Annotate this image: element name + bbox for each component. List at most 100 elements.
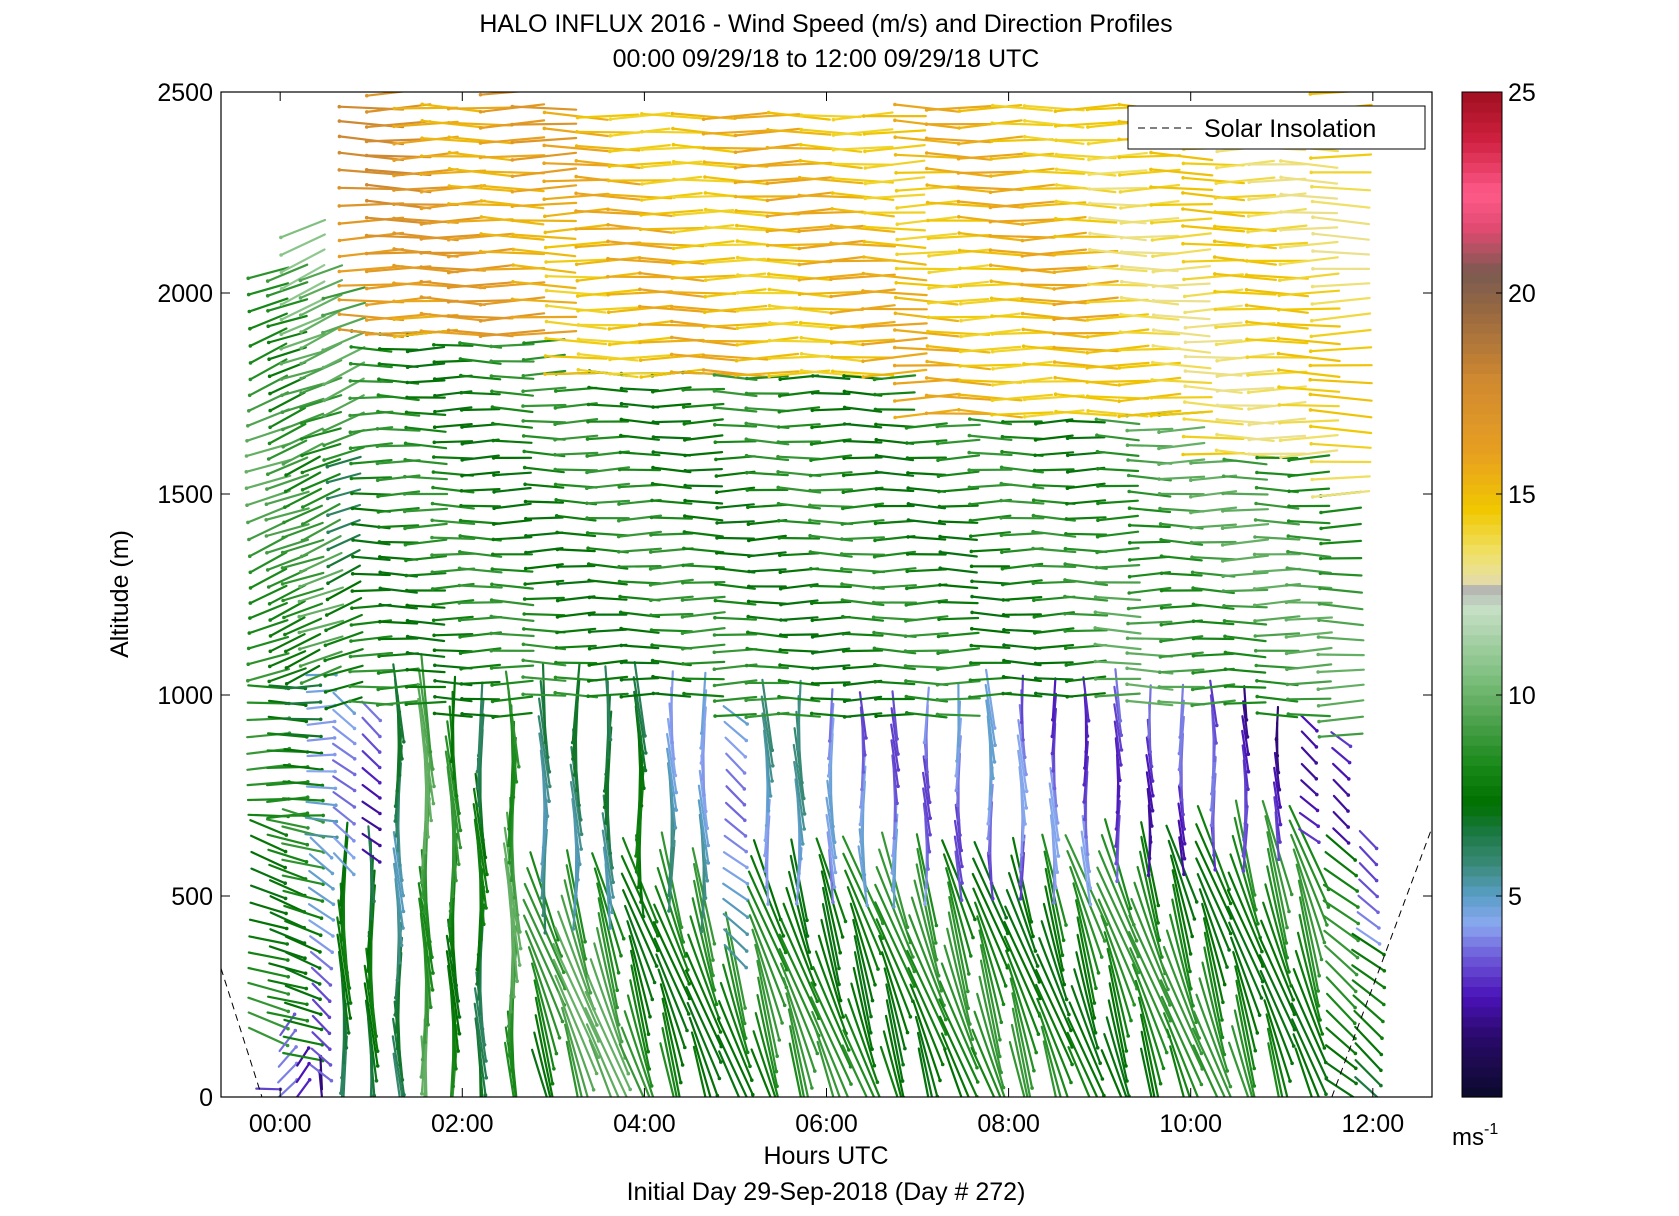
wind-vector (1023, 409, 1085, 418)
wind-vector (1309, 408, 1373, 419)
wind-vector-head (988, 190, 993, 195)
wind-vector-head (478, 267, 483, 272)
wind-vector-head (1255, 470, 1259, 475)
wind-vector-head (799, 127, 803, 132)
wind-vector (491, 567, 534, 573)
wind-vector-head (681, 662, 685, 666)
wind-vector-head (928, 816, 932, 820)
wind-vector-head (999, 516, 1003, 520)
wind-vector (1266, 865, 1289, 959)
wind-vector-head (713, 598, 718, 603)
wind-vector (1044, 867, 1064, 957)
wind-vector-head (509, 1009, 513, 1014)
wind-vector-head (744, 421, 748, 426)
wind-vector (821, 886, 841, 970)
wind-vector (504, 1041, 515, 1097)
wind-vector-head (297, 630, 302, 635)
wind-vector (766, 128, 832, 136)
wind-vector-head (1247, 162, 1251, 167)
wind-vector-head (619, 660, 624, 665)
wind-vector (818, 853, 844, 939)
wind-vector-head (1000, 434, 1005, 439)
wind-vector-head (776, 425, 781, 429)
wind-vector (479, 154, 546, 159)
wind-vector-head (405, 588, 409, 593)
wind-vector-head (990, 398, 995, 403)
wind-vector-head (542, 161, 546, 165)
wind-vector-head (1088, 902, 1093, 907)
wind-vector-head (460, 458, 465, 462)
wind-vector-head (873, 407, 878, 412)
wind-vector-head (680, 631, 685, 635)
wind-vector (300, 665, 342, 685)
wind-vector-head (1054, 199, 1059, 204)
wind-vector-head (967, 468, 971, 472)
wind-vector (704, 226, 767, 232)
wind-vector-head (246, 662, 250, 666)
wind-vector-head (365, 198, 369, 203)
wind-vector (544, 240, 608, 249)
wind-vector (268, 584, 307, 605)
wind-vector (1354, 1058, 1383, 1087)
wind-vector (825, 813, 837, 874)
wind-vector-head (479, 184, 483, 188)
wind-vector-head (957, 378, 962, 383)
wind-vector-head (403, 474, 407, 479)
wind-vector (1287, 519, 1331, 525)
wind-vector-head (711, 958, 715, 962)
wind-vector-head (956, 818, 961, 822)
wind-vector-head (799, 113, 804, 117)
wind-vector (809, 454, 853, 462)
wind-vector (885, 999, 904, 1083)
wind-vector (716, 1017, 754, 1096)
wind-vector (810, 600, 852, 605)
wind-vector-head (1181, 191, 1185, 195)
wind-vector-head (1053, 885, 1058, 890)
wind-vector (816, 1040, 835, 1097)
wind-vector (1017, 718, 1028, 776)
wind-vector-head (428, 1140, 432, 1144)
wind-vector-head (325, 480, 330, 485)
wind-vector-head (989, 157, 994, 161)
wind-vector (565, 864, 587, 961)
wind-vector-head (1277, 857, 1281, 862)
wind-vector-head (378, 718, 383, 723)
wind-vector-head (830, 191, 835, 195)
wind-vector (1020, 674, 1025, 724)
wind-vector-head (1252, 1084, 1257, 1088)
wind-vector-head (348, 1001, 353, 1005)
wind-vector (976, 915, 1005, 1006)
wind-vector (990, 411, 1054, 416)
wind-vector-head (874, 714, 878, 718)
wind-vector (349, 442, 393, 450)
wind-vector-head (542, 126, 547, 131)
wind-vector (1286, 550, 1332, 559)
colorbar-band (1462, 242, 1502, 254)
wind-vector (1053, 280, 1119, 290)
wind-vector-head (1246, 373, 1250, 377)
wind-vector (1256, 711, 1299, 719)
wind-vector-head (543, 372, 547, 376)
wind-vector-head (368, 1124, 372, 1128)
wind-vector (1053, 296, 1119, 306)
wind-vector-head (1052, 360, 1057, 364)
wind-vector (1224, 685, 1267, 689)
wind-vector-head (402, 492, 407, 496)
wind-vector-head (292, 1012, 297, 1017)
wind-vector (420, 137, 486, 144)
wind-vector-head (862, 239, 867, 244)
wind-vector (687, 933, 721, 1020)
colorbar-band (1462, 132, 1502, 143)
wind-vector-head (446, 300, 451, 304)
wind-vector-head (1001, 598, 1006, 602)
wind-vector-head (1132, 1003, 1136, 1007)
wind-vector (778, 406, 821, 413)
wind-vector (1278, 289, 1341, 297)
wind-vector (809, 996, 853, 1086)
wind-vector (575, 256, 641, 266)
wind-vector-head (703, 294, 708, 299)
wind-vector-head (579, 832, 584, 837)
wind-vector (684, 969, 723, 1048)
wind-vector-head (840, 935, 845, 939)
wind-vector-head (969, 954, 973, 958)
